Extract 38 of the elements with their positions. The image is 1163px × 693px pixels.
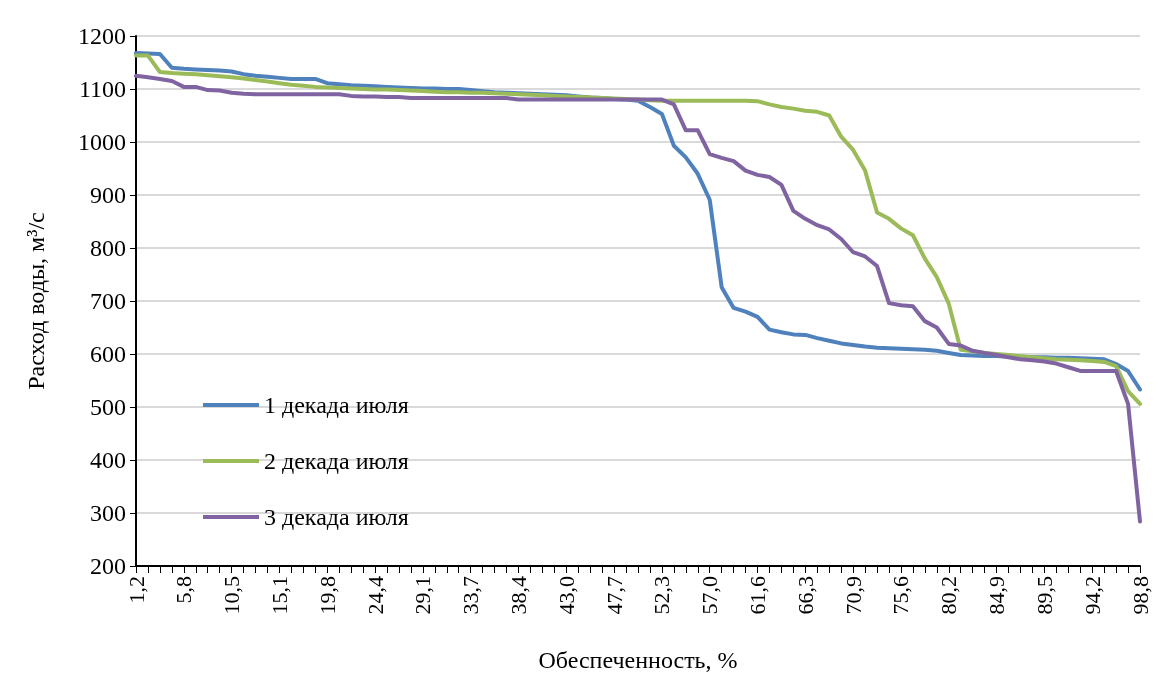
y-tick-label: 600 xyxy=(90,341,126,367)
y-tick-label: 400 xyxy=(90,447,126,473)
x-tick-label: 52,3 xyxy=(649,576,675,615)
y-tick-label: 500 xyxy=(90,394,126,420)
x-tick-label: 61,6 xyxy=(745,576,771,615)
x-tick-label: 75,6 xyxy=(888,576,914,615)
x-tick-label: 98,8 xyxy=(1127,576,1153,615)
x-tick-label: 66,3 xyxy=(792,576,818,615)
x-tick-label: 24,4 xyxy=(362,576,388,615)
x-tick-label: 1,2 xyxy=(123,576,149,604)
y-tick-label: 800 xyxy=(90,235,126,261)
x-tick-label: 19,8 xyxy=(314,576,340,615)
x-tick-label: 15,1 xyxy=(266,576,292,615)
y-tick-label: 1000 xyxy=(78,129,126,155)
y-tick-label: 200 xyxy=(90,553,126,579)
x-tick-label: 43,0 xyxy=(553,576,579,615)
x-tick-label: 57,0 xyxy=(697,576,723,615)
x-tick-label: 94,2 xyxy=(1079,576,1105,615)
y-tick-label: 700 xyxy=(90,288,126,314)
y-tick-label: 1100 xyxy=(78,76,126,102)
x-tick-label: 33,7 xyxy=(458,576,484,615)
x-tick-label: 70,9 xyxy=(840,576,866,615)
x-tick-label: 84,9 xyxy=(984,576,1010,615)
x-tick-label: 89,5 xyxy=(1031,576,1057,615)
y-tick-label: 300 xyxy=(90,500,126,526)
y-tick-label: 1200 xyxy=(78,23,126,49)
x-tick-label: 47,7 xyxy=(601,576,627,615)
x-tick-label: 80,2 xyxy=(936,576,962,615)
x-tick-label: 5,8 xyxy=(171,576,197,604)
x-tick-label: 10,5 xyxy=(219,576,245,615)
x-axis-title: Обеспеченность, % xyxy=(538,647,738,673)
x-tick-label: 29,1 xyxy=(410,576,436,615)
y-tick-label: 900 xyxy=(90,182,126,208)
y-axis-title: Расход воды, м³/с xyxy=(23,212,49,390)
legend-label: 1 декада июля xyxy=(264,392,409,418)
legend-label: 3 декада июля xyxy=(264,504,409,530)
x-tick-label: 38,4 xyxy=(505,576,531,615)
legend-label: 2 декада июля xyxy=(264,448,409,474)
